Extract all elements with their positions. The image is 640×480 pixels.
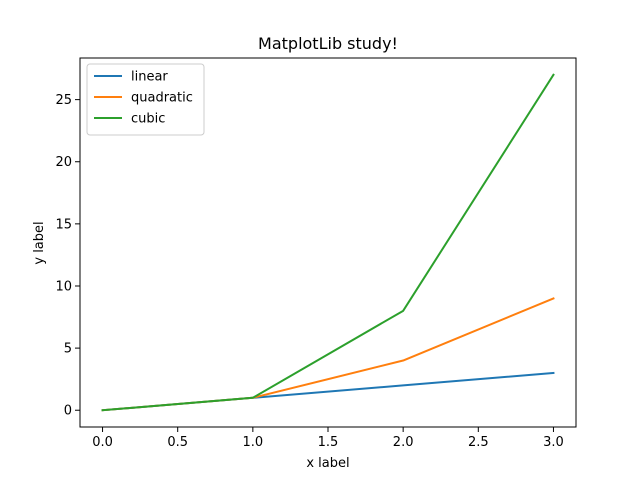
legend-label-cubic: cubic bbox=[131, 112, 165, 127]
plot-area: 0.0 0.5 1.0 1.5 2.0 2.5 3.0 0 5 10 15 20 25 bbox=[55, 57, 577, 450]
legend: linear quadratic cubic bbox=[86, 63, 205, 136]
x-tick-label: 1.5 bbox=[318, 435, 339, 450]
x-tick-label: 2.0 bbox=[393, 435, 414, 450]
x-tick-label: 0.5 bbox=[167, 435, 188, 450]
y-tick-label: 25 bbox=[55, 93, 72, 108]
series-line-cubic bbox=[101, 73, 555, 412]
y-tick-label: 5 bbox=[64, 342, 72, 357]
y-axis-label: y label bbox=[32, 221, 47, 264]
x-tick-label: 0.0 bbox=[92, 435, 113, 450]
y-tick-label: 10 bbox=[55, 279, 72, 294]
y-tick-label: 15 bbox=[55, 217, 72, 232]
y-tick-label: 20 bbox=[55, 155, 72, 170]
legend-label-quadratic: quadratic bbox=[131, 91, 193, 106]
y-tick-label: 0 bbox=[64, 404, 72, 419]
x-tick-label: 1.0 bbox=[243, 435, 264, 450]
x-tick-label: 2.5 bbox=[468, 435, 489, 450]
legend-label-linear: linear bbox=[131, 70, 168, 85]
x-axis-label: x label bbox=[306, 456, 349, 471]
chart-title: MatplotLib study! bbox=[258, 34, 398, 53]
x-tick-label: 3.0 bbox=[543, 435, 564, 450]
axes-frame bbox=[79, 57, 577, 428]
